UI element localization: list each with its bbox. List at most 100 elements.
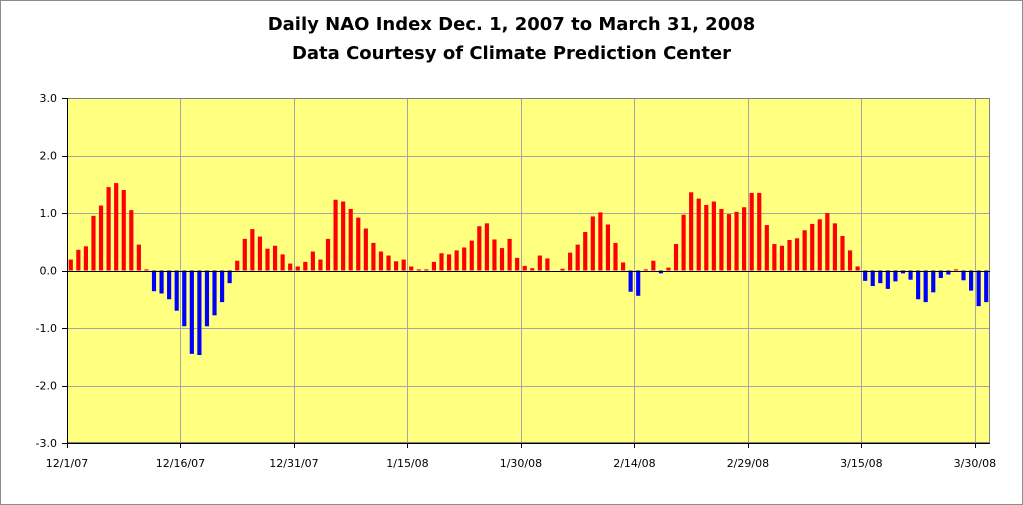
nao-bar <box>613 242 618 271</box>
nao-bar <box>560 268 565 271</box>
nao-bar <box>76 249 81 271</box>
nao-bar <box>976 270 981 307</box>
nao-bar <box>575 244 580 271</box>
chart-title-block: Daily NAO Index Dec. 1, 2007 to March 31… <box>0 10 1023 68</box>
nao-bar <box>870 270 875 287</box>
nao-bar <box>189 270 194 354</box>
y-tick-label: 0.0 <box>40 265 58 278</box>
nao-bar <box>953 269 959 271</box>
nao-bar <box>129 210 134 271</box>
nao-bar <box>847 250 853 271</box>
nao-bar <box>620 262 626 271</box>
nao-bar <box>863 270 868 281</box>
nao-bar <box>719 208 724 271</box>
nao-bar <box>961 270 966 281</box>
nao-bar <box>204 270 210 327</box>
nao-bar <box>227 270 232 284</box>
nao-bar <box>295 266 300 271</box>
nao-bar <box>681 214 686 271</box>
nao-bar <box>946 270 951 275</box>
nao-bar <box>431 261 437 271</box>
nao-bar <box>810 223 815 271</box>
nao-bar <box>908 270 913 280</box>
nao-bar <box>742 207 747 271</box>
nao-bar <box>220 270 225 303</box>
x-tick-label: 2/14/08 <box>613 457 655 470</box>
nao-bar <box>832 223 837 271</box>
nao-bar <box>454 250 459 271</box>
x-tick-label: 3/30/08 <box>954 457 996 470</box>
nao-bar <box>151 270 157 292</box>
nao-bar <box>931 270 936 293</box>
nao-bar <box>787 240 792 271</box>
nao-bar <box>212 270 217 316</box>
y-tick-label: -2.0 <box>36 380 57 393</box>
nao-bar <box>257 236 262 271</box>
nao-bar <box>651 260 656 271</box>
nao-bar <box>91 215 96 271</box>
nao-bar <box>734 211 739 271</box>
nao-bar <box>265 248 270 271</box>
y-tick-label: -3.0 <box>36 437 57 450</box>
nao-bar <box>462 247 467 271</box>
nao-bar <box>530 268 535 271</box>
nao-bar <box>318 259 323 271</box>
nao-bar <box>288 263 293 271</box>
nao-bar <box>280 254 285 271</box>
nao-bar <box>802 230 807 271</box>
nao-bar <box>605 224 611 271</box>
nao-bar <box>545 258 550 271</box>
nao-bar <box>499 248 505 271</box>
nao-bar <box>363 228 368 271</box>
nao-bar <box>938 270 943 278</box>
nao-bar <box>394 261 399 271</box>
nao-bar <box>333 199 338 271</box>
nao-bar <box>242 238 247 271</box>
nao-bar <box>68 259 73 271</box>
nao-bar <box>779 245 785 271</box>
nao-bar <box>356 217 361 271</box>
x-tick-label: 1/30/08 <box>500 457 542 470</box>
nao-bar <box>492 239 497 271</box>
nao-bar <box>636 270 641 296</box>
nao-bar <box>969 270 974 291</box>
nao-bar <box>537 255 542 271</box>
nao-bar <box>590 216 595 271</box>
nao-bar <box>303 261 308 271</box>
nao-bar <box>348 208 353 271</box>
nao-bar <box>378 251 384 271</box>
nao-bar <box>469 240 474 271</box>
nao-bar <box>106 187 111 271</box>
nao-bar <box>484 223 489 271</box>
nao-bar <box>250 229 255 271</box>
nao-bar <box>749 192 754 271</box>
nao-bar <box>197 270 202 356</box>
y-tick-label: 3.0 <box>40 92 58 105</box>
y-tick-labels: 3.0 2.0 1.0 0.0 -1.0 -2.0 -3.0 <box>36 92 57 450</box>
bar-series <box>68 183 989 356</box>
nao-bar <box>174 270 179 311</box>
nao-bar <box>643 269 648 271</box>
nao-bar <box>121 190 126 271</box>
nao-bar <box>878 270 883 284</box>
nao-bar <box>825 213 830 271</box>
nao-bar <box>893 270 898 282</box>
nao-bar <box>409 266 414 271</box>
nao-bar <box>341 201 346 271</box>
nao-bar <box>764 225 769 271</box>
nao-bar <box>795 238 800 271</box>
nao-bar <box>711 201 716 271</box>
nao-bar <box>424 269 429 271</box>
nao-bar <box>439 253 444 271</box>
nao-bar <box>325 238 331 271</box>
nao-bar <box>568 252 573 271</box>
nao-bar <box>507 238 512 271</box>
nao-bar <box>272 245 278 271</box>
nao-bar <box>916 270 921 300</box>
nao-bar <box>598 212 603 271</box>
nao-bar <box>628 270 633 292</box>
nao-bar <box>704 204 709 271</box>
nao-bar <box>855 266 860 271</box>
axes <box>62 98 990 448</box>
